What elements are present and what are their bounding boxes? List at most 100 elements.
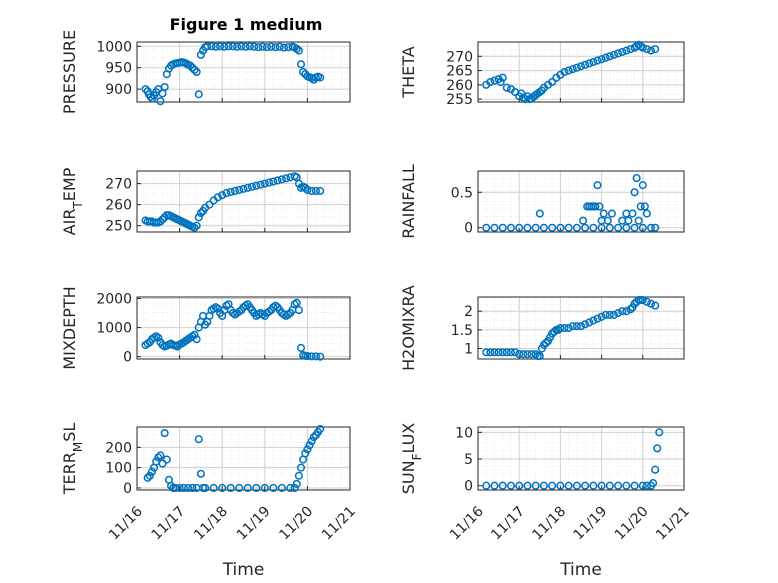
data-point — [605, 223, 614, 232]
data-point — [192, 335, 201, 344]
data-point — [265, 178, 274, 187]
y-tick-label: 255 — [446, 92, 473, 108]
data-point — [292, 44, 301, 53]
data-point — [502, 83, 511, 92]
data-point — [638, 481, 647, 490]
data-point — [275, 42, 284, 51]
y-axis-label-text: TERR — [60, 452, 79, 495]
data-point — [523, 223, 532, 232]
subplot-air_temp: 250 260 270 AIRTEMP — [60, 167, 351, 235]
data-point — [498, 481, 507, 490]
data-point — [618, 307, 627, 316]
data-point — [506, 223, 516, 232]
data-point — [560, 67, 569, 77]
data-point — [634, 216, 643, 225]
y-axis-label-text: PRESSURE — [60, 30, 79, 114]
y-axis-label: RAINFALL — [399, 164, 418, 239]
data-point — [556, 481, 565, 490]
data-point — [636, 202, 645, 211]
data-point — [233, 42, 242, 51]
data-point — [222, 189, 231, 198]
data-point — [572, 481, 581, 490]
data-point — [252, 181, 261, 190]
data-point — [653, 444, 662, 453]
data-point — [605, 310, 614, 319]
y-tick-label: 100 — [105, 461, 132, 477]
data-point — [235, 185, 244, 194]
y-axis-label: TERRMSL — [60, 423, 85, 496]
data-point — [290, 483, 299, 493]
data-point — [294, 471, 303, 480]
data-point — [609, 50, 619, 59]
data-point — [154, 333, 163, 342]
data-point — [655, 428, 664, 437]
data-point — [626, 305, 635, 314]
data-point — [638, 181, 647, 190]
data-point — [589, 223, 598, 232]
data-point — [260, 483, 269, 493]
data-point — [273, 176, 282, 185]
data-point — [622, 223, 631, 232]
data-point — [539, 481, 548, 490]
data-point — [614, 309, 623, 318]
data-point — [294, 306, 303, 315]
data-point — [243, 183, 252, 192]
data-point — [303, 185, 312, 194]
y-tick-label: 2 — [464, 304, 473, 320]
y-axis-label-subscript: M — [71, 442, 85, 452]
data-point — [311, 186, 320, 196]
data-point — [254, 43, 263, 52]
data-point — [194, 90, 203, 99]
data-point — [585, 318, 594, 327]
data-point — [196, 469, 205, 478]
data-point — [262, 43, 271, 52]
data-point — [519, 350, 528, 359]
data-point — [642, 209, 651, 218]
data-point — [299, 67, 308, 77]
data-point — [614, 481, 623, 490]
data-point — [201, 483, 210, 493]
axes-frame — [477, 170, 685, 233]
data-point — [196, 50, 205, 59]
y-tick-label: 2000 — [96, 291, 132, 307]
data-point — [548, 77, 557, 87]
data-point — [626, 45, 635, 54]
data-point — [305, 441, 314, 450]
data-point — [196, 209, 205, 218]
data-point — [482, 481, 491, 490]
data-point — [593, 181, 602, 190]
data-point — [156, 451, 165, 460]
data-point — [548, 223, 557, 232]
data-point — [614, 49, 623, 58]
data-point — [498, 348, 507, 357]
data-point — [207, 42, 216, 51]
data-point — [171, 483, 180, 493]
data-point — [247, 182, 257, 191]
data-point — [603, 216, 612, 225]
data-point — [642, 297, 651, 306]
data-point — [218, 191, 227, 200]
data-point — [568, 65, 577, 74]
data-point — [638, 223, 647, 232]
data-point — [622, 307, 631, 316]
data-point — [564, 481, 573, 490]
data-point — [220, 42, 229, 51]
data-point — [490, 348, 499, 357]
data-point — [581, 223, 590, 232]
data-point — [579, 216, 588, 225]
y-tick-label: 950 — [105, 61, 132, 77]
data-point — [167, 481, 176, 490]
data-point — [486, 348, 495, 357]
data-series — [482, 428, 664, 490]
data-point — [296, 60, 306, 69]
data-point — [609, 310, 619, 319]
data-point — [279, 43, 289, 52]
data-point — [230, 186, 240, 196]
data-point — [160, 82, 169, 92]
y-axis-label-text: H2OMIXRA — [399, 285, 418, 371]
data-point — [618, 47, 627, 57]
data-point — [595, 202, 604, 211]
axes-frame — [477, 426, 685, 491]
data-point — [303, 352, 312, 361]
